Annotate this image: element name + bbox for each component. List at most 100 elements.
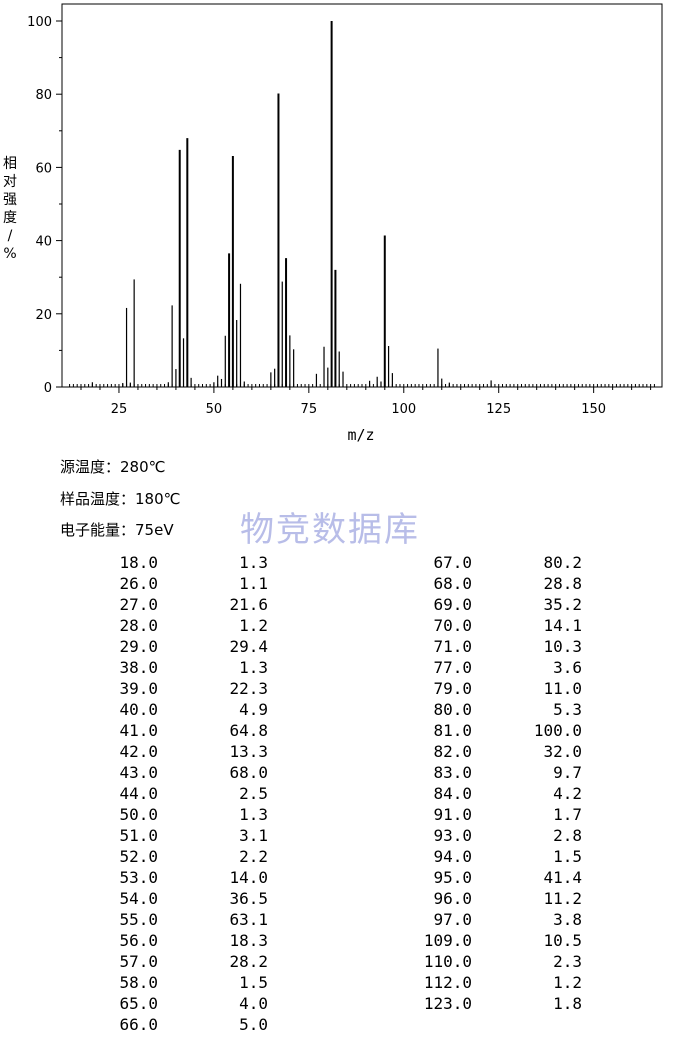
mz-value: 93.0 [433,826,472,845]
intensity-value: 29.4 [229,637,268,656]
mz-value: 57.0 [119,952,158,971]
mz-value: 109.0 [423,931,472,950]
mz-value: 79.0 [433,679,472,698]
intensity-value: 14.0 [229,868,268,887]
intensity-value: 5.0 [239,1015,268,1034]
mz-value: 44.0 [119,784,158,803]
intensity-value: 36.5 [229,889,268,908]
y-tick-label: 60 [35,161,52,176]
intensity-value: 2.5 [239,784,268,803]
x-tick-label: 50 [206,402,223,417]
intensity-value: 80.2 [543,553,582,572]
mz-value: 41.0 [119,721,158,740]
mz-value: 123.0 [423,994,472,1013]
mz-value: 27.0 [119,595,158,614]
intensity-value: 21.6 [229,595,268,614]
intensity-value: 1.7 [553,805,582,824]
y-label-char: 度 [3,210,17,226]
intensity-value: 1.5 [239,973,268,992]
intensity-value: 4.9 [239,700,268,719]
y-axis-ticks: 0 20 40 60 80 100 [27,15,62,396]
mz-value: 91.0 [433,805,472,824]
y-tick-label: 100 [27,15,52,30]
x-tick-label: 125 [486,402,511,417]
intensity-value: 2.8 [553,826,582,845]
intensity-value: 28.2 [229,952,268,971]
mz-value: 82.0 [433,742,472,761]
mz-value: 94.0 [433,847,472,866]
intensity-value: 18.3 [229,931,268,950]
mz-value: 81.0 [433,721,472,740]
y-label-char: 强 [3,192,17,208]
mz-value: 95.0 [433,868,472,887]
intensity-value: 4.2 [553,784,582,803]
y-tick-label: 40 [35,235,52,250]
y-tick-label: 0 [44,381,52,396]
mz-value: 83.0 [433,763,472,782]
intensity-value: 1.2 [553,973,582,992]
intensity-value: 4.0 [239,994,268,1013]
intensity-value: 5.3 [553,700,582,719]
intensity-value: 9.7 [553,763,582,782]
mz-value: 29.0 [119,637,158,656]
intensity-value: 1.3 [239,658,268,677]
mz-value: 43.0 [119,763,158,782]
intensity-value: 10.3 [543,637,582,656]
y-label-char: 相 [3,156,17,172]
mz-value: 52.0 [119,847,158,866]
intensity-value: 3.8 [553,910,582,929]
y-label-char: 对 [3,174,17,190]
intensity-value: 2.3 [553,952,582,971]
mz-value: 40.0 [119,700,158,719]
intensity-value: 3.6 [553,658,582,677]
intensity-value: 1.2 [239,616,268,635]
mz-value: 71.0 [433,637,472,656]
intensity-value: 14.1 [543,616,582,635]
spectrum-peaks [91,21,492,387]
x-axis-label: m/z [347,426,374,444]
mz-value: 84.0 [433,784,472,803]
y-tick-label: 80 [35,88,52,103]
mz-value: 65.0 [119,994,158,1013]
mz-value: 50.0 [119,805,158,824]
mz-value: 66.0 [119,1015,158,1034]
mz-value: 67.0 [433,553,472,572]
chart-axes [61,3,663,388]
mz-value: 55.0 [119,910,158,929]
intensity-value: 1.8 [553,994,582,1013]
mz-value: 97.0 [433,910,472,929]
x-tick-label: 25 [111,402,128,417]
mz-value: 96.0 [433,889,472,908]
mz-value: 77.0 [433,658,472,677]
intensity-value: 41.4 [543,868,582,887]
intensity-value: 11.0 [543,679,582,698]
intensity-value: 22.3 [229,679,268,698]
y-label-char: / [8,228,13,244]
mz-value: 69.0 [433,595,472,614]
intensity-value: 1.3 [239,553,268,572]
intensity-value: 10.5 [543,931,582,950]
mz-value: 18.0 [119,553,158,572]
intensity-value: 100.0 [533,721,582,740]
mz-value: 54.0 [119,889,158,908]
intensity-value: 1.5 [553,847,582,866]
intensity-value: 13.3 [229,742,268,761]
intensity-value: 2.2 [239,847,268,866]
mz-value: 58.0 [119,973,158,992]
watermark-text: 物竞数据库 [240,510,420,550]
mz-value: 70.0 [433,616,472,635]
electron-energy: 电子能量：75eV [60,521,174,539]
mz-value: 110.0 [423,952,472,971]
mz-value: 53.0 [119,868,158,887]
mz-value: 39.0 [119,679,158,698]
mz-value: 38.0 [119,658,158,677]
intensity-value: 35.2 [543,595,582,614]
intensity-value: 32.0 [543,742,582,761]
intensity-value: 68.0 [229,763,268,782]
mz-value: 56.0 [119,931,158,950]
sample-temperature: 样品温度：180℃ [60,490,181,508]
intensity-value: 11.2 [543,889,582,908]
mz-value: 68.0 [433,574,472,593]
